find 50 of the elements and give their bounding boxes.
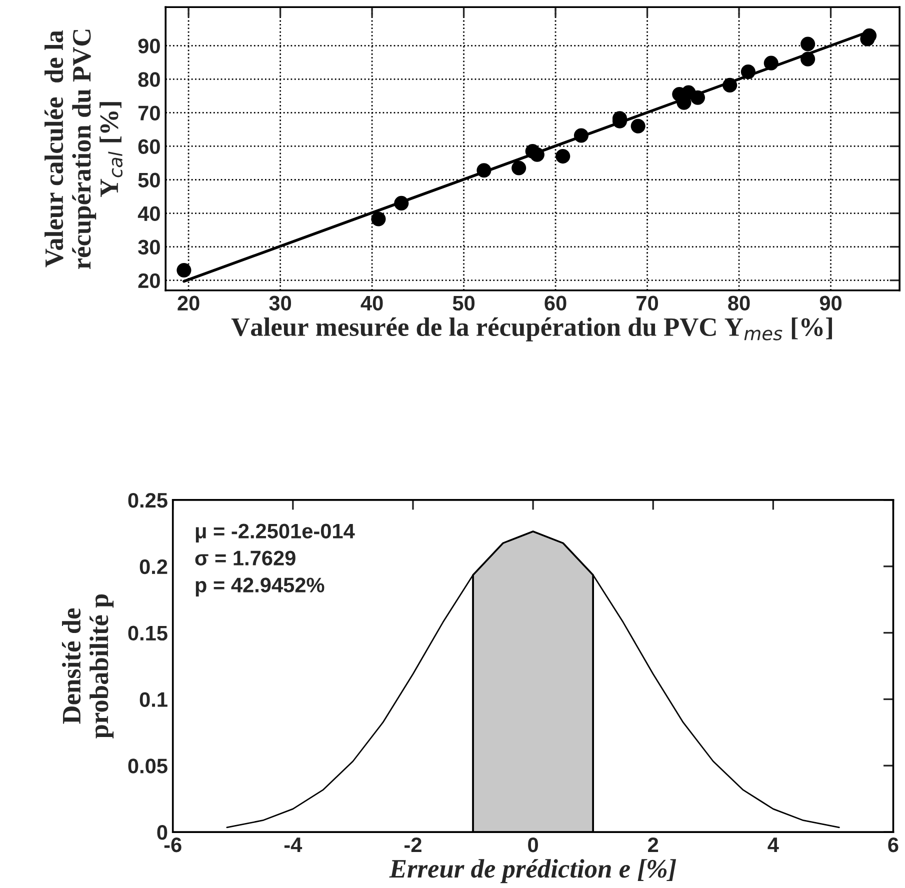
point — [630, 118, 646, 134]
point — [800, 36, 816, 52]
x-tick-label: 30 — [269, 296, 292, 311]
point — [574, 128, 588, 143]
point — [862, 28, 877, 43]
point — [764, 56, 778, 70]
y-tick-label: 50 — [138, 172, 160, 188]
x-tick-label: 80 — [728, 296, 750, 311]
point — [394, 196, 409, 210]
y-tick-label: 0 — [157, 825, 168, 840]
point — [476, 163, 492, 178]
x-tick-label: 40 — [360, 296, 383, 311]
y-tick-label: 0.25 — [128, 492, 168, 508]
y-tick-label: 0.1 — [140, 692, 168, 707]
y-tick-label: 80 — [138, 72, 160, 87]
x-tick-label: 2 — [648, 837, 658, 852]
point — [800, 52, 816, 66]
x-tick-label: 60 — [544, 296, 566, 311]
y-axis-title: Valeur calculée de la récupération du PVC Y$_{cal}$ [%] — [44, 30, 123, 269]
y-axis-title: Densité de probabilité p — [62, 594, 114, 738]
x-axis-title: Erreur de prédiction e [%] — [389, 859, 676, 884]
y-tick-label: 30 — [138, 240, 160, 255]
x-tick-label: 6 — [888, 837, 898, 852]
point — [512, 160, 526, 176]
x-axis-title: Valeur mesurée de la récupération du PVC Y$_{mes}$ [%] — [231, 317, 832, 342]
x-tick-label: 70 — [636, 296, 658, 311]
y-tick-label: 20 — [138, 273, 160, 288]
x-tick-label: 0 — [528, 837, 538, 852]
y-tick-label: 40 — [138, 206, 160, 222]
x-tick-label: 20 — [178, 296, 200, 311]
annotation: μ = -2.2501e-014 σ = 1.7629 p = 42.9452% — [195, 524, 355, 597]
y-tick-label: 0.05 — [128, 758, 168, 774]
y-tick-label: 90 — [138, 38, 160, 54]
y-tick-label: 0.15 — [128, 626, 168, 641]
x-tick-label: 4 — [768, 838, 779, 852]
y-tick-label: 70 — [138, 106, 160, 120]
point — [556, 149, 570, 164]
x-tick-label: -2 — [404, 837, 422, 852]
y-tick-label: 0.2 — [140, 559, 168, 574]
y-tick-label: 60 — [138, 139, 160, 154]
x-tick-label: -6 — [164, 837, 182, 852]
x-tick-label: 90 — [820, 296, 842, 311]
point — [530, 147, 544, 162]
point — [176, 262, 192, 278]
point — [690, 90, 706, 105]
point — [740, 64, 756, 80]
point — [722, 78, 738, 92]
point — [371, 212, 386, 226]
x-tick-label: 50 — [452, 296, 475, 311]
x-tick-label: -4 — [284, 838, 302, 852]
